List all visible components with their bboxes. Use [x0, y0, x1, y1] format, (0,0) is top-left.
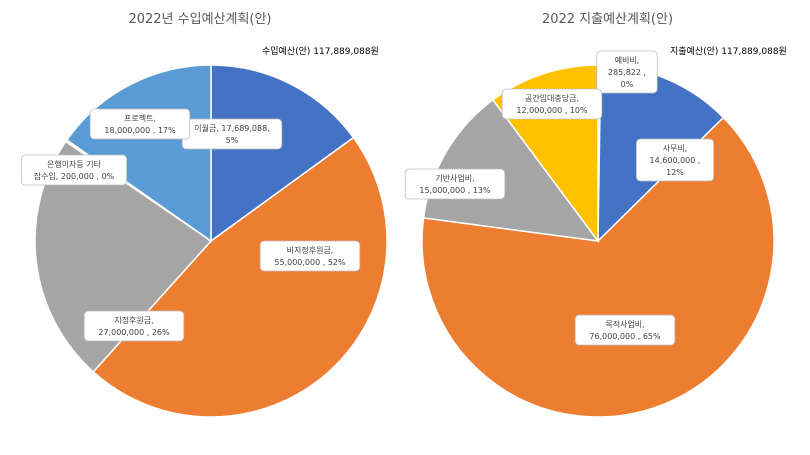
expense-data-label-box-1	[635, 138, 714, 182]
expense-data-label-text-0-2: 0%	[621, 80, 634, 89]
expense-data-label-3: 기반사업비, 15,000,000 , 13%	[404, 168, 506, 200]
expense-data-label-text-4-1: 12,000,000 , 10%	[516, 106, 588, 115]
expense-data-label-text-1-1: 14,600,000 ,	[650, 156, 701, 165]
income-data-label-2: 지정후원금, 27,000,000 , 26%	[83, 310, 185, 342]
expense-chart-title: 2022 지출예산계획(안)	[541, 12, 674, 27]
income-data-label-1: 비지정후원금, 55,000,000 , 52%	[259, 240, 361, 272]
income-data-label-text-3-1: 잡수입, 200,000 , 0%	[34, 171, 115, 181]
expense-slice-3	[422, 98, 600, 242]
income-data-label-text-4-1: 18,000,000 , 17%	[104, 126, 176, 135]
expense-data-label-text-2-1: 76,000,000 , 65%	[589, 332, 661, 341]
expense-data-label-text-4-0: 공간임대충당금,	[525, 93, 579, 103]
income-chart-panel: 2022년 수입예산계획(안) 수입예산(안) 117,889,088원 이월금…	[0, 0, 400, 455]
income-data-label-text-4-0: 프로젝트,	[124, 113, 156, 123]
income-data-label-text-2-1: 27,000,000 , 26%	[98, 328, 170, 337]
income-data-label-box-4	[89, 108, 191, 140]
expense-data-label-2: 목적사업비, 76,000,000 , 65%	[574, 314, 676, 346]
expense-data-label-text-3-1: 15,000,000 , 13%	[419, 186, 491, 195]
expense-slice-2	[421, 116, 775, 418]
expense-data-label-box-4	[501, 88, 603, 120]
expense-chart-subtitle: 지출예산(안) 117,889,088원	[670, 47, 787, 57]
income-data-label-box-1	[259, 240, 361, 272]
expense-data-label-box-0	[596, 50, 658, 94]
expense-pie-chart: 예비비, 285,822 , 0% 사무비, 14,600,000 , 12% 목적사업비,…	[404, 50, 775, 418]
expense-data-label-1: 사무비, 14,600,000 , 12%	[635, 138, 714, 182]
expense-data-label-text-3-0: 기반사업비,	[435, 174, 474, 183]
income-slice-0	[210, 64, 355, 243]
income-data-label-4: 프로젝트, 18,000,000 , 17%	[89, 108, 191, 140]
income-data-label-0: 이월금, 17,689,088, 5%	[181, 118, 283, 150]
expense-data-label-text-0-1: 285,822 ,	[608, 68, 646, 77]
income-data-label-box-2	[83, 310, 185, 342]
expense-chart-panel: 2022 지출예산계획(안) 지출예산(안) 117,889,088원 예비비,…	[404, 0, 810, 455]
income-slice-1	[92, 136, 388, 418]
income-data-label-text-0-1: 5%	[226, 136, 239, 145]
income-pie-chart: 이월금, 17,689,088, 5% 비지정후원금, 55,000,000 , 52…	[20, 64, 388, 418]
income-data-label-text-1-0: 비지정후원금,	[287, 245, 334, 255]
income-data-label-text-1-1: 55,000,000 , 52%	[274, 258, 346, 267]
expense-data-label-box-2	[574, 314, 676, 346]
income-chart-subtitle: 수입예산(안) 117,889,088원	[262, 47, 379, 57]
expense-data-label-text-1-2: 12%	[666, 168, 684, 177]
expense-data-label-text-2-0: 목적사업비,	[605, 319, 644, 329]
income-data-label-text-0-0: 이월금, 17,689,088,	[194, 123, 270, 133]
income-data-label-box-3	[20, 154, 127, 186]
expense-data-label-4: 공간임대충당금, 12,000,000 , 10%	[501, 88, 603, 120]
expense-data-label-text-1-0: 사무비,	[663, 144, 688, 153]
income-chart-title: 2022년 수입예산계획(안)	[128, 12, 272, 27]
income-data-label-text-2-0: 지정후원금,	[114, 315, 153, 325]
expense-data-label-0: 예비비, 285,822 , 0%	[596, 50, 658, 94]
income-data-label-text-3-0: 은행이자등 기타	[47, 159, 102, 169]
expense-data-label-text-0-0: 예비비,	[615, 55, 640, 65]
expense-data-label-box-3	[404, 168, 506, 200]
